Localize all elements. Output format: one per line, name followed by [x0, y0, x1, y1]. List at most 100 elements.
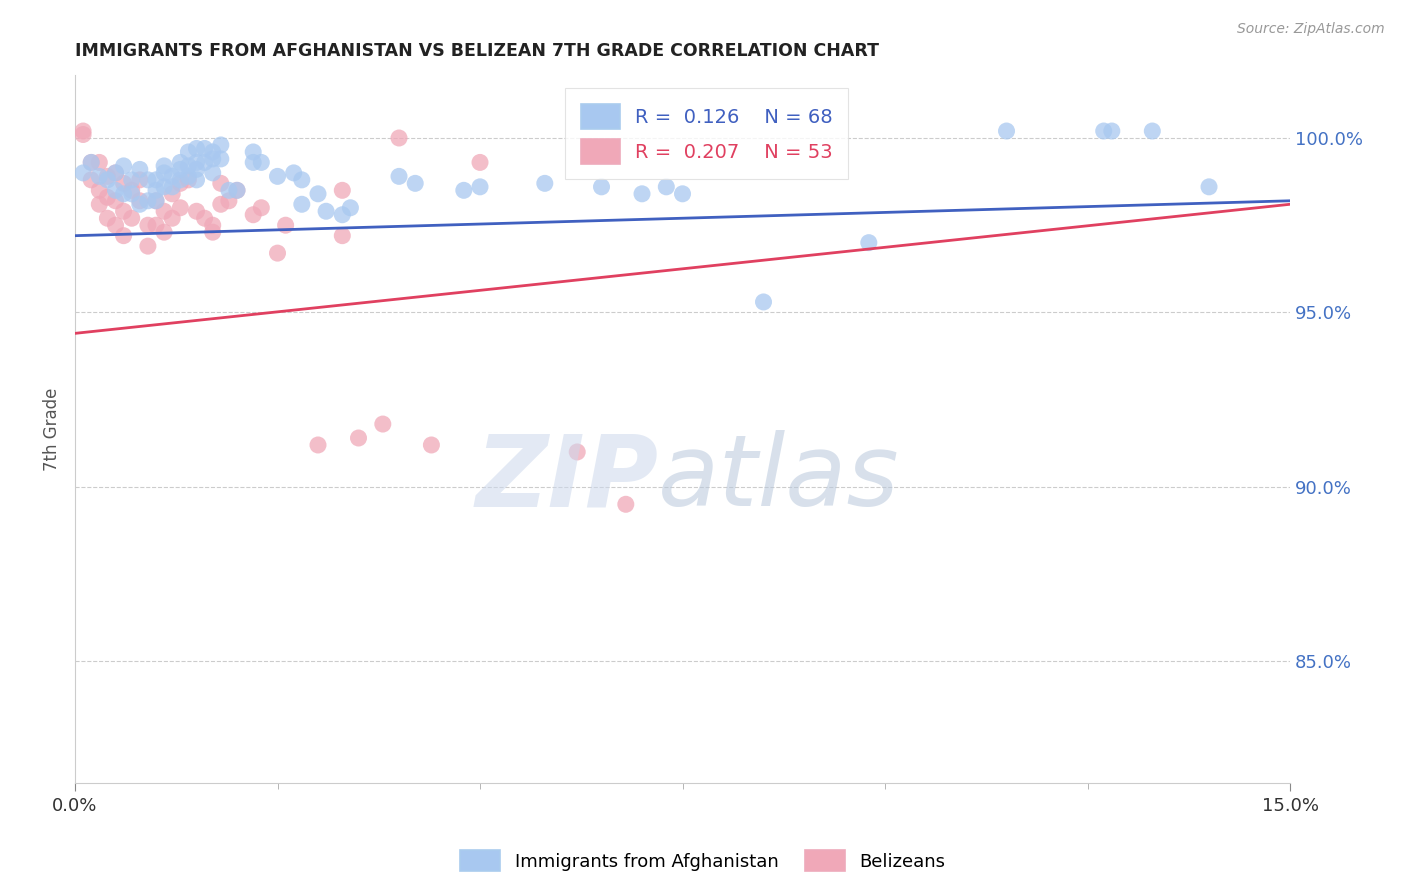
Point [752, 295, 775, 310]
Point [136, 194, 159, 208]
Point [468, 155, 491, 169]
Point [858, 235, 880, 250]
Point [1101, 124, 1123, 138]
Point [169, 155, 191, 169]
Point [80, 155, 103, 169]
Point [96, 211, 118, 226]
Point [169, 173, 191, 187]
Point [104, 166, 127, 180]
Point [177, 145, 200, 159]
Point [242, 155, 264, 169]
Point [96, 190, 118, 204]
Point [160, 186, 183, 201]
Point [128, 194, 150, 208]
Point [145, 183, 167, 197]
Point [266, 246, 288, 260]
Point [112, 159, 135, 173]
Point [104, 218, 127, 232]
Text: atlas: atlas [658, 430, 900, 527]
Point [201, 166, 224, 180]
Point [250, 201, 273, 215]
Point [160, 211, 183, 226]
Point [104, 194, 127, 208]
Point [186, 162, 208, 177]
Point [186, 155, 208, 169]
Point [121, 186, 143, 201]
Point [330, 228, 353, 243]
Point [136, 218, 159, 232]
Point [209, 197, 232, 211]
Y-axis label: 7th Grade: 7th Grade [44, 388, 60, 471]
Point [226, 183, 249, 197]
Point [145, 173, 167, 187]
Legend: R =  0.126    N = 68, R =  0.207    N = 53: R = 0.126 N = 68, R = 0.207 N = 53 [565, 88, 848, 179]
Point [201, 145, 224, 159]
Point [145, 218, 167, 232]
Point [169, 201, 191, 215]
Point [209, 138, 232, 153]
Point [468, 179, 491, 194]
Point [121, 183, 143, 197]
Point [995, 124, 1018, 138]
Point [136, 239, 159, 253]
Point [177, 169, 200, 184]
Point [177, 173, 200, 187]
Point [330, 183, 353, 197]
Point [274, 218, 297, 232]
Text: ZIP: ZIP [475, 430, 658, 527]
Point [567, 445, 589, 459]
Point [1198, 179, 1220, 194]
Point [209, 177, 232, 191]
Point [218, 194, 240, 208]
Point [266, 169, 288, 184]
Point [96, 169, 118, 184]
Point [307, 186, 329, 201]
Point [153, 225, 176, 239]
Point [194, 141, 217, 155]
Point [1092, 124, 1115, 138]
Point [201, 152, 224, 166]
Text: IMMIGRANTS FROM AFGHANISTAN VS BELIZEAN 7TH GRADE CORRELATION CHART: IMMIGRANTS FROM AFGHANISTAN VS BELIZEAN … [75, 42, 879, 60]
Point [186, 141, 208, 155]
Point [1142, 124, 1164, 138]
Point [591, 179, 613, 194]
Point [614, 497, 637, 511]
Point [250, 155, 273, 169]
Point [128, 173, 150, 187]
Point [160, 169, 183, 184]
Text: Source: ZipAtlas.com: Source: ZipAtlas.com [1237, 22, 1385, 37]
Point [145, 194, 167, 208]
Point [631, 186, 654, 201]
Point [112, 204, 135, 219]
Point [89, 169, 111, 184]
Point [80, 173, 103, 187]
Point [121, 173, 143, 187]
Point [453, 183, 475, 197]
Point [136, 173, 159, 187]
Point [104, 166, 127, 180]
Point [371, 417, 394, 431]
Legend: Immigrants from Afghanistan, Belizeans: Immigrants from Afghanistan, Belizeans [453, 843, 953, 879]
Point [533, 177, 555, 191]
Point [218, 183, 240, 197]
Point [80, 155, 103, 169]
Point [194, 211, 217, 226]
Point [128, 197, 150, 211]
Point [226, 183, 249, 197]
Point [283, 166, 305, 180]
Point [655, 179, 678, 194]
Point [112, 177, 135, 191]
Point [153, 166, 176, 180]
Point [201, 218, 224, 232]
Point [89, 197, 111, 211]
Point [112, 186, 135, 201]
Point [153, 204, 176, 219]
Point [72, 166, 94, 180]
Point [160, 179, 183, 194]
Point [186, 204, 208, 219]
Point [128, 162, 150, 177]
Point [315, 204, 337, 219]
Point [153, 159, 176, 173]
Point [330, 208, 353, 222]
Point [242, 145, 264, 159]
